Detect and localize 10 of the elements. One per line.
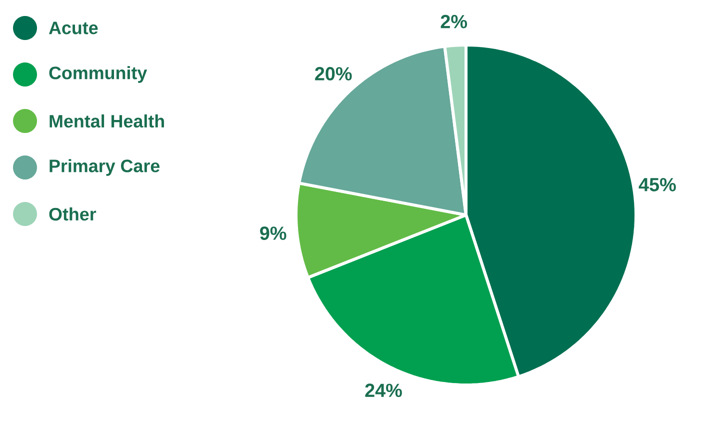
data-label: 24% — [365, 384, 402, 398]
legend-label: Mental Health — [50, 114, 164, 128]
legend-label: Primary Care — [50, 159, 160, 176]
data-label: 9% — [260, 226, 286, 240]
legend-label: Acute — [48, 22, 98, 34]
data-label: 45% — [638, 178, 676, 192]
legend-label: Community — [49, 66, 148, 83]
data-label: 2% — [440, 14, 468, 28]
legend-label: Other — [49, 207, 96, 221]
data-label: 20% — [315, 67, 352, 80]
